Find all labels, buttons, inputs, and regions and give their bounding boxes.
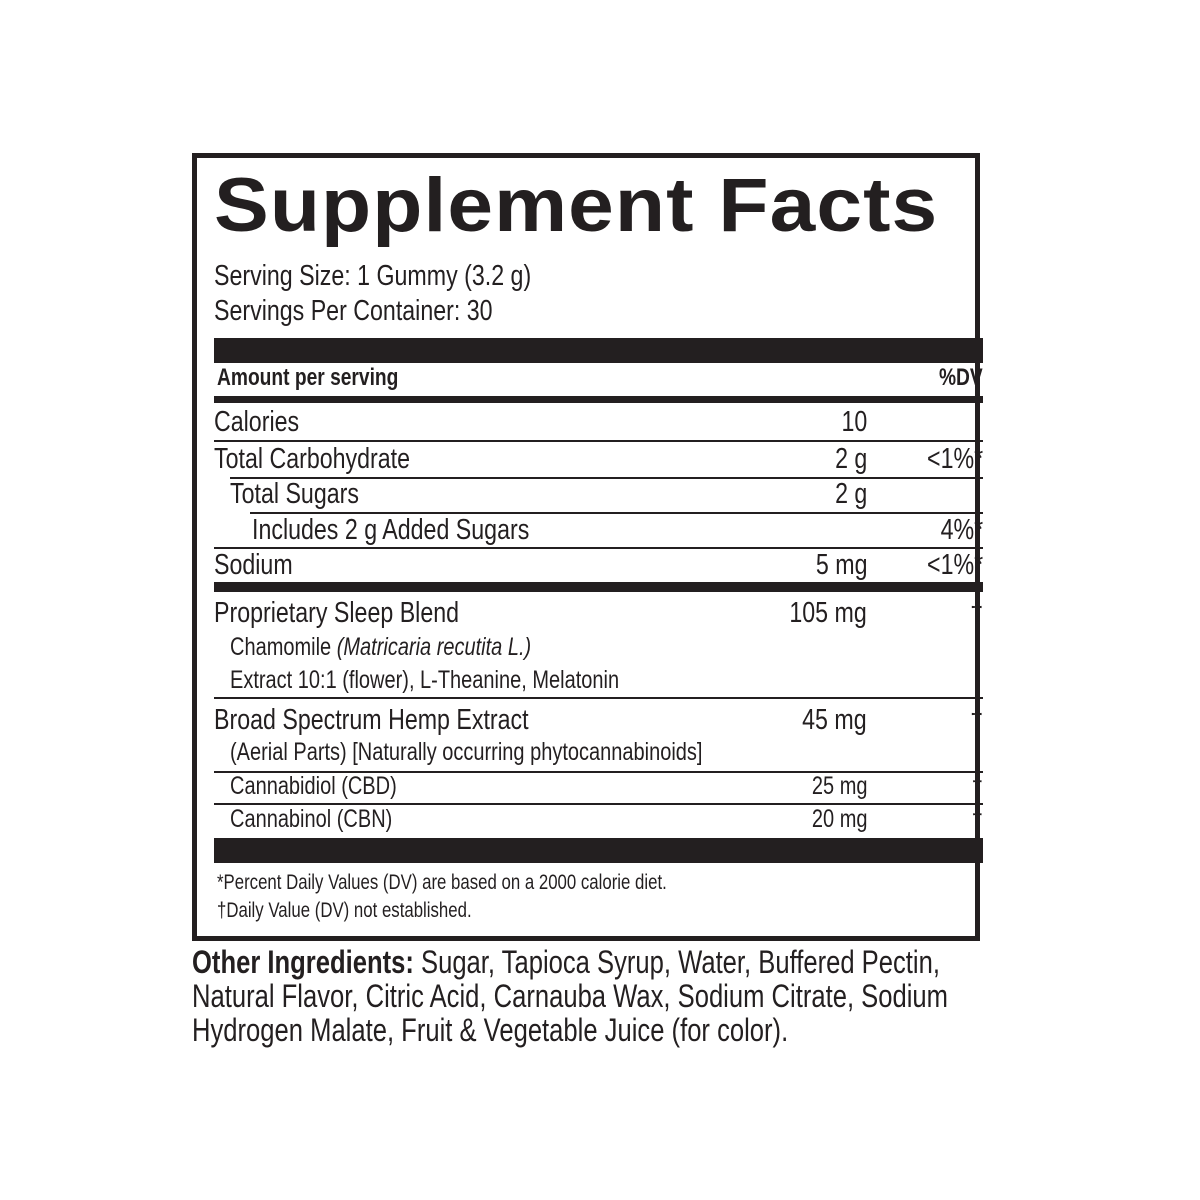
divider-thick: [214, 582, 983, 592]
blend-ingredient: Chamomile: [230, 633, 332, 661]
other-ingredients-line-3: Hydrogen Malate, Fruit & Vegetable Juice…: [192, 1012, 789, 1048]
nutrient-dv: <1%*: [926, 549, 983, 581]
divider-thin: [214, 697, 983, 699]
nutrient-dv: <1%*: [926, 443, 983, 475]
hemp-amount: 45 mg: [802, 704, 867, 736]
cannabinoid-amount: 25 mg: [811, 772, 867, 800]
amount-header: Amount per serving: [217, 364, 399, 391]
divider-bar: [214, 338, 983, 363]
divider-thin: [214, 547, 983, 549]
other-ingredients-line-1: Other Ingredients: Sugar, Tapioca Syrup,…: [192, 946, 940, 978]
nutrient-amount: 2 g: [834, 443, 867, 475]
other-ingredients-label: Other Ingredients:: [192, 944, 414, 980]
divider-thin: [230, 477, 983, 479]
dv-header: %DV: [939, 364, 983, 391]
nutrient-name: Sodium: [214, 549, 293, 581]
blend-dv: †: [970, 597, 983, 629]
panel-title: Supplement Facts: [214, 163, 939, 248]
hemp-description: (Aerial Parts) [Naturally occurring phyt…: [230, 738, 703, 766]
cannabinoid-name: Cannabidiol (CBD): [230, 772, 397, 800]
divider-thin: [214, 803, 983, 805]
nutrient-name: Total Carbohydrate: [214, 443, 411, 475]
other-ingredients-line-2: Natural Flavor, Citric Acid, Carnauba Wa…: [192, 978, 948, 1014]
cannabinoid-dv: †: [971, 805, 983, 833]
blend-ingredient-latin: (Matricaria recutita L.): [336, 633, 532, 661]
divider-thin: [250, 512, 983, 514]
divider-thick: [214, 396, 983, 403]
nutrient-dv: 4%*: [940, 514, 983, 546]
servings-per-container: Servings Per Container: 30: [214, 295, 493, 327]
nutrient-amount: 2 g: [834, 478, 867, 510]
footnote-dv: *Percent Daily Values (DV) are based on …: [217, 871, 667, 894]
cannabinoid-dv: †: [971, 772, 983, 800]
footnote-dagger: †Daily Value (DV) not established.: [217, 899, 472, 922]
other-ingredients-text: Sugar, Tapioca Syrup, Water, Buffered Pe…: [413, 944, 940, 980]
nutrient-name: Calories: [214, 406, 300, 438]
hemp-dv: †: [970, 704, 983, 736]
hemp-name: Broad Spectrum Hemp Extract: [214, 704, 529, 736]
cannabinoid-name: Cannabinol (CBN): [230, 805, 393, 833]
blend-amount: 105 mg: [789, 597, 867, 629]
blend-ingredients-line-2: Extract 10:1 (flower), L-Theanine, Melat…: [230, 666, 620, 694]
cannabinoid-amount: 20 mg: [811, 805, 867, 833]
divider-thin: [214, 771, 983, 773]
nutrient-name: Total Sugars: [230, 478, 359, 510]
blend-ingredients-line-1: Chamomile (Matricaria recutita L.): [230, 635, 531, 660]
serving-size: Serving Size: 1 Gummy (3.2 g): [214, 260, 532, 292]
divider-bar: [214, 838, 983, 863]
divider-thin: [214, 440, 983, 442]
nutrient-amount: 10: [841, 406, 867, 438]
nutrient-name: Includes 2 g Added Sugars: [252, 514, 530, 546]
blend-name: Proprietary Sleep Blend: [214, 597, 460, 629]
nutrient-amount: 5 mg: [815, 549, 867, 581]
